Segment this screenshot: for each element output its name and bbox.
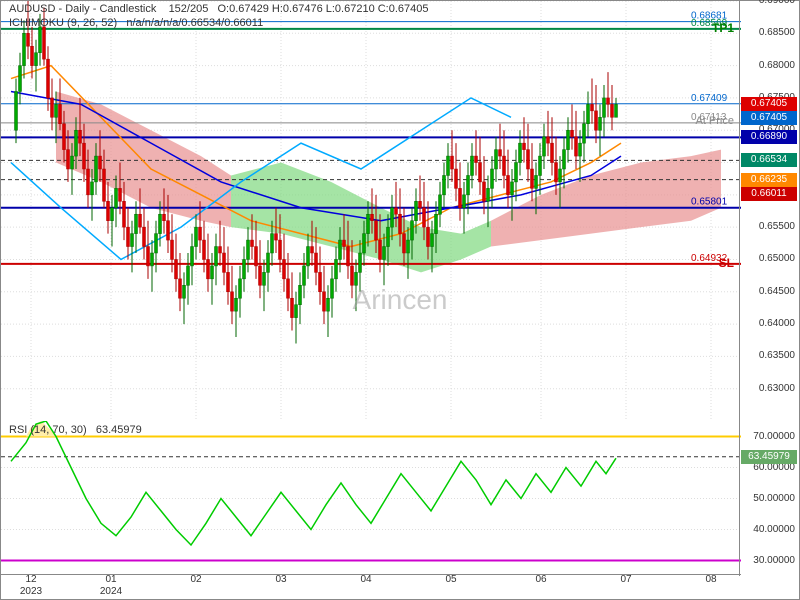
rsi-y-tick: 50.00000 <box>753 493 795 504</box>
price-label: 0.67405 <box>741 97 797 111</box>
main-chart-svg[interactable]: 0.686810.685690.674090.671130.658010.649… <box>1 1 741 421</box>
ichimoku-label: ICHIMOKU (9, 26, 52) n/a/n/a/n/a/0.66534… <box>9 17 263 29</box>
y-tick: 0.64000 <box>759 318 795 329</box>
y-tick: 0.68000 <box>759 60 795 71</box>
symbol-label: AUDUSD <box>9 3 55 15</box>
rsi-y-axis: 70.0000060.0000050.0000040.0000030.00000 <box>739 421 799 576</box>
chart-header: AUDUSD - Daily - Candlestick 152/205 O:0… <box>9 3 429 15</box>
x-tick-year: 2023 <box>20 586 42 597</box>
price-label: 0.66235 <box>741 173 797 187</box>
y-tick: 0.69000 <box>759 0 795 6</box>
timeframe-label: Daily <box>65 3 89 15</box>
y-tick: 0.64500 <box>759 286 795 297</box>
tp1-label: TP1 <box>712 21 734 35</box>
x-tick: 04 <box>360 574 371 585</box>
price-label: 0.66011 <box>741 187 797 201</box>
sl-label: SL <box>719 256 734 270</box>
price-label: 0.66534 <box>741 153 797 167</box>
rsi-label: RSI (14, 70, 30) 63.45979 <box>9 424 142 436</box>
chart-type-label: Candlestick <box>99 3 156 15</box>
rsi-y-tick: 40.00000 <box>753 524 795 535</box>
x-tick: 05 <box>445 574 456 585</box>
price-label: 0.66890 <box>741 130 797 144</box>
x-tick-year: 2024 <box>100 586 122 597</box>
y-tick: 0.65500 <box>759 221 795 232</box>
x-tick: 06 <box>535 574 546 585</box>
chart-container: AUDUSD - Daily - Candlestick 152/205 O:0… <box>0 0 800 600</box>
at-price-label: At Price <box>695 115 734 127</box>
rsi-current-label: 63.45979 <box>741 450 797 464</box>
ohlc-label: O:0.67429 H:0.67476 L:0.67210 C:0.67405 <box>218 3 429 15</box>
main-y-axis: 0.690000.685000.680000.675000.670000.665… <box>739 1 799 421</box>
x-tick: 03 <box>275 574 286 585</box>
x-tick: 12 <box>25 574 36 585</box>
x-tick: 07 <box>620 574 631 585</box>
y-tick: 0.65000 <box>759 253 795 264</box>
bar-info: 152/205 <box>169 3 209 15</box>
svg-text:0.67409: 0.67409 <box>691 93 728 104</box>
watermark: Arincen <box>353 284 448 316</box>
y-tick: 0.68500 <box>759 27 795 38</box>
x-tick: 02 <box>190 574 201 585</box>
x-tick: 08 <box>705 574 716 585</box>
x-axis: 122023 012024 02 03 04 05 06 07 08 <box>1 574 741 599</box>
y-tick: 0.63500 <box>759 350 795 361</box>
rsi-y-tick: 30.00000 <box>753 555 795 566</box>
price-label: 0.67405 <box>741 111 797 125</box>
svg-text:0.65801: 0.65801 <box>691 197 728 208</box>
y-tick: 0.63000 <box>759 383 795 394</box>
x-tick: 01 <box>105 574 116 585</box>
rsi-chart-svg[interactable] <box>1 421 741 576</box>
rsi-y-tick: 70.00000 <box>753 431 795 442</box>
